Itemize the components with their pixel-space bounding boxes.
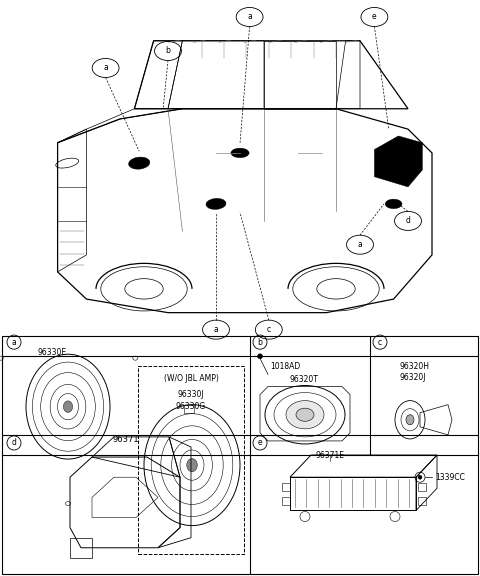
- Text: 1018AD: 1018AD: [270, 362, 300, 371]
- Text: a: a: [12, 338, 16, 347]
- Text: b: b: [258, 338, 263, 347]
- Text: a: a: [214, 325, 218, 334]
- Ellipse shape: [206, 198, 226, 210]
- Text: e: e: [258, 438, 262, 448]
- Ellipse shape: [231, 148, 249, 158]
- Ellipse shape: [63, 401, 72, 412]
- Text: d: d: [406, 217, 410, 225]
- Bar: [418, 483, 426, 491]
- Ellipse shape: [406, 415, 414, 425]
- Bar: [282, 483, 290, 491]
- Text: a: a: [103, 63, 108, 73]
- Ellipse shape: [296, 408, 314, 421]
- Text: 96330E: 96330E: [37, 348, 67, 357]
- Text: c: c: [378, 338, 382, 347]
- Text: e: e: [372, 13, 377, 21]
- Ellipse shape: [286, 401, 324, 429]
- Text: 1339CC: 1339CC: [435, 473, 465, 482]
- Text: 96320J: 96320J: [400, 373, 427, 382]
- Ellipse shape: [187, 458, 197, 472]
- Text: d: d: [12, 438, 16, 448]
- Circle shape: [418, 475, 422, 479]
- Text: 96320T: 96320T: [290, 375, 319, 384]
- Text: (W/O JBL AMP): (W/O JBL AMP): [164, 374, 218, 383]
- Text: 96330G: 96330G: [176, 402, 206, 411]
- Ellipse shape: [385, 199, 402, 209]
- Text: a: a: [358, 240, 362, 249]
- Text: 96371: 96371: [113, 435, 139, 445]
- Text: 96330J: 96330J: [178, 390, 204, 399]
- Bar: [184, 405, 194, 412]
- Ellipse shape: [129, 157, 150, 169]
- Bar: [282, 498, 290, 506]
- Circle shape: [257, 354, 263, 359]
- Text: b: b: [166, 47, 170, 55]
- Bar: [138, 366, 244, 554]
- Text: a: a: [247, 13, 252, 21]
- Text: c: c: [267, 325, 271, 334]
- Text: 96371E: 96371E: [315, 450, 345, 460]
- Polygon shape: [374, 136, 422, 187]
- Text: 96320H: 96320H: [400, 362, 430, 371]
- Bar: [418, 498, 426, 506]
